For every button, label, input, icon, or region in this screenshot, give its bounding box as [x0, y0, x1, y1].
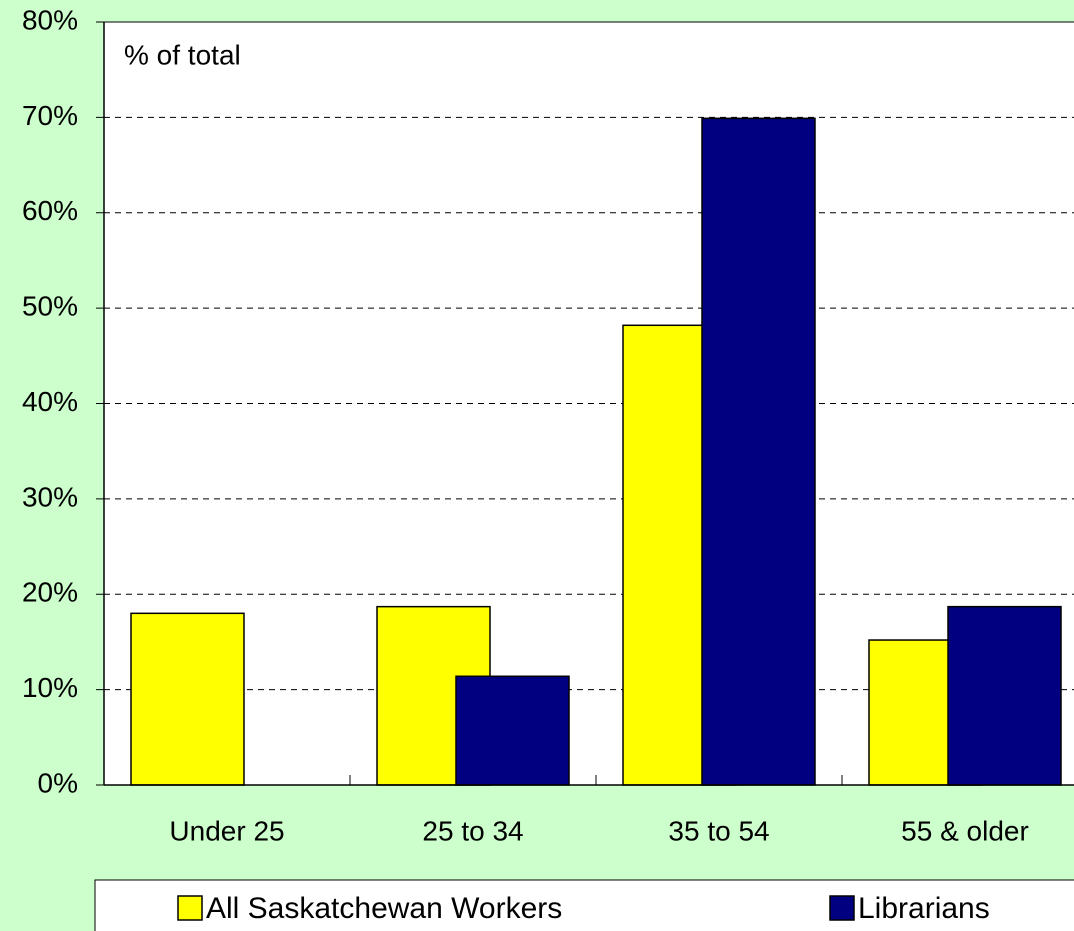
y-tick-label: 0% [38, 767, 78, 798]
y-tick-label: 50% [22, 291, 78, 322]
bar [130, 612, 245, 786]
y-tick-label: 80% [22, 4, 78, 35]
legend-swatch [829, 895, 855, 921]
x-tick-label: 25 to 34 [422, 815, 523, 846]
y-tick-label: 30% [22, 481, 78, 512]
x-tick-label: 55 & older [901, 815, 1029, 846]
y-tick-label: 60% [22, 195, 78, 226]
y-tick-label: 10% [22, 672, 78, 703]
legend-swatch [177, 895, 203, 921]
bar [947, 605, 1062, 786]
legend [94, 879, 1074, 931]
y-tick-label: 70% [22, 100, 78, 131]
y-tick-label: 40% [22, 386, 78, 417]
y-tick-label: 20% [22, 577, 78, 608]
bar [455, 675, 570, 786]
x-tick-label: Under 25 [169, 815, 284, 846]
x-tick-label: 35 to 54 [668, 815, 769, 846]
bar [701, 117, 816, 786]
legend-label: All Saskatchewan Workers [206, 892, 562, 925]
legend-label: Librarians [858, 892, 990, 925]
annotation: % of total [124, 39, 241, 70]
